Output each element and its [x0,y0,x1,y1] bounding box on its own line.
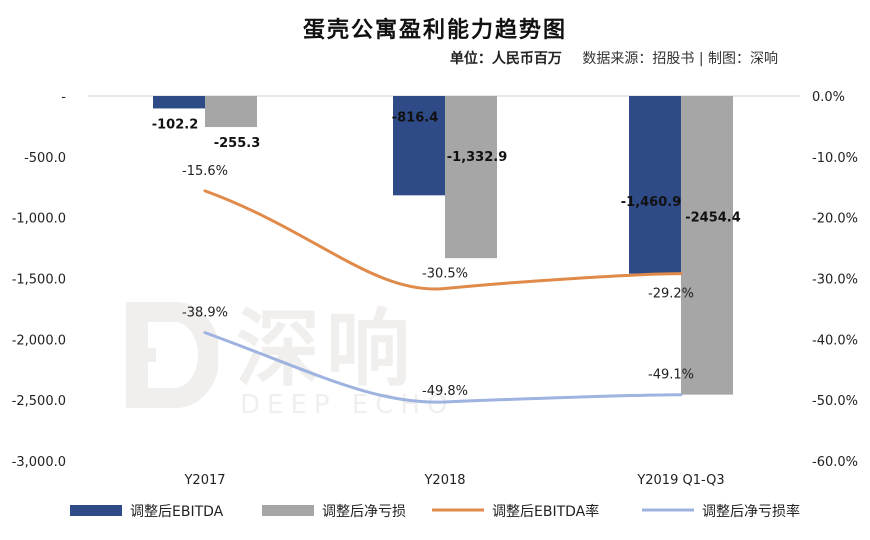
left-axis-tick-label: - [61,90,66,105]
bar-series [153,96,733,395]
ebitda-bar [629,96,681,274]
right-axis-tick-label: 0.0% [812,90,845,105]
right-axis-tick-label: -20.0% [812,212,858,227]
legend: 调整后EBITDA 调整后净亏损 调整后EBITDA率 调整后净亏损率 [70,503,800,520]
right-axis-tick-label: -50.0% [812,394,858,409]
left-axis-tick-label: -2,500.0 [12,394,66,409]
right-axis: 0.0% -10.0% -20.0% -30.0% -40.0% -50.0% -60.0% [812,90,858,470]
legend-label: 调整后EBITDA率 [492,503,599,520]
ebitda-rate-label: -29.2% [648,287,694,302]
net-loss-bar [445,96,497,259]
legend-label: 调整后净亏损 [322,504,406,520]
ebitda-rate-label: -30.5% [422,267,468,282]
net-loss-bar-label: -255.3 [214,136,261,151]
category-label: Y2018 [423,473,465,488]
net-loss-bar-label: -1,332.9 [447,150,508,165]
ebitda-bar-label: -1,460.9 [621,195,682,210]
net-loss-rate-label: -49.8% [422,384,468,399]
source-label: 数据来源：招股书 | 制图：深响 [582,51,778,67]
legend-ebitda-swatch [70,505,122,516]
chart-title: 蛋壳公寓盈利能力趋势图 [302,17,567,43]
left-axis-tick-label: -3,000.0 [12,455,66,470]
category-label: Y2017 [183,473,225,488]
right-axis-tick-label: -40.0% [812,333,858,348]
net-loss-bar [681,96,733,395]
ebitda-bar-label: -102.2 [152,117,199,132]
net-loss-rate-label: -38.9% [182,306,228,321]
ebitda-rate-line [203,189,683,291]
ebitda-bar [393,96,445,196]
net-loss-rate-label: -49.1% [648,368,694,383]
chart-subtitle: 单位：人民币百万 数据来源：招股书 | 制图：深响 [450,48,778,68]
category-label: Y2019 Q1-Q3 [636,473,724,488]
bar-data-labels: -102.2 -816.4 -1,460.9 -255.3 -1,332.9 -2454.… [152,111,741,226]
right-axis-tick-label: -60.0% [812,455,858,470]
left-axis: - -500.0 -1,000.0 -1,500.0 -2,000.0 -2,500.0 -… [12,90,67,470]
right-axis-tick-label: -10.0% [812,151,858,166]
legend-label: 调整后EBITDA [130,504,224,520]
legend-label: 调整后净亏损率 [702,503,800,520]
ebitda-bar-label: -816.4 [392,111,439,126]
net-loss-bar-label: -2454.4 [685,210,741,225]
ebitda-bar [153,96,205,109]
left-axis-tick-label: -2,000.0 [12,333,66,348]
legend-net-loss-swatch [262,505,314,516]
left-axis-tick-label: -1,000.0 [12,212,66,227]
net-loss-rate-line [203,331,683,404]
unit-label: 单位：人民币百万 [449,51,562,67]
net-loss-bar [205,96,257,128]
category-labels: Y2017 Y2018 Y2019 Q1-Q3 [183,473,724,488]
left-axis-tick-label: -500.0 [24,151,66,166]
ebitda-rate-label: -15.6% [182,164,228,179]
left-axis-tick-label: -1,500.0 [12,273,66,288]
line-data-labels: -15.6% -30.5% -29.2% -38.9% -49.8% -49.1% [182,164,694,399]
line-series [203,189,683,404]
right-axis-tick-label: -30.0% [812,273,858,288]
